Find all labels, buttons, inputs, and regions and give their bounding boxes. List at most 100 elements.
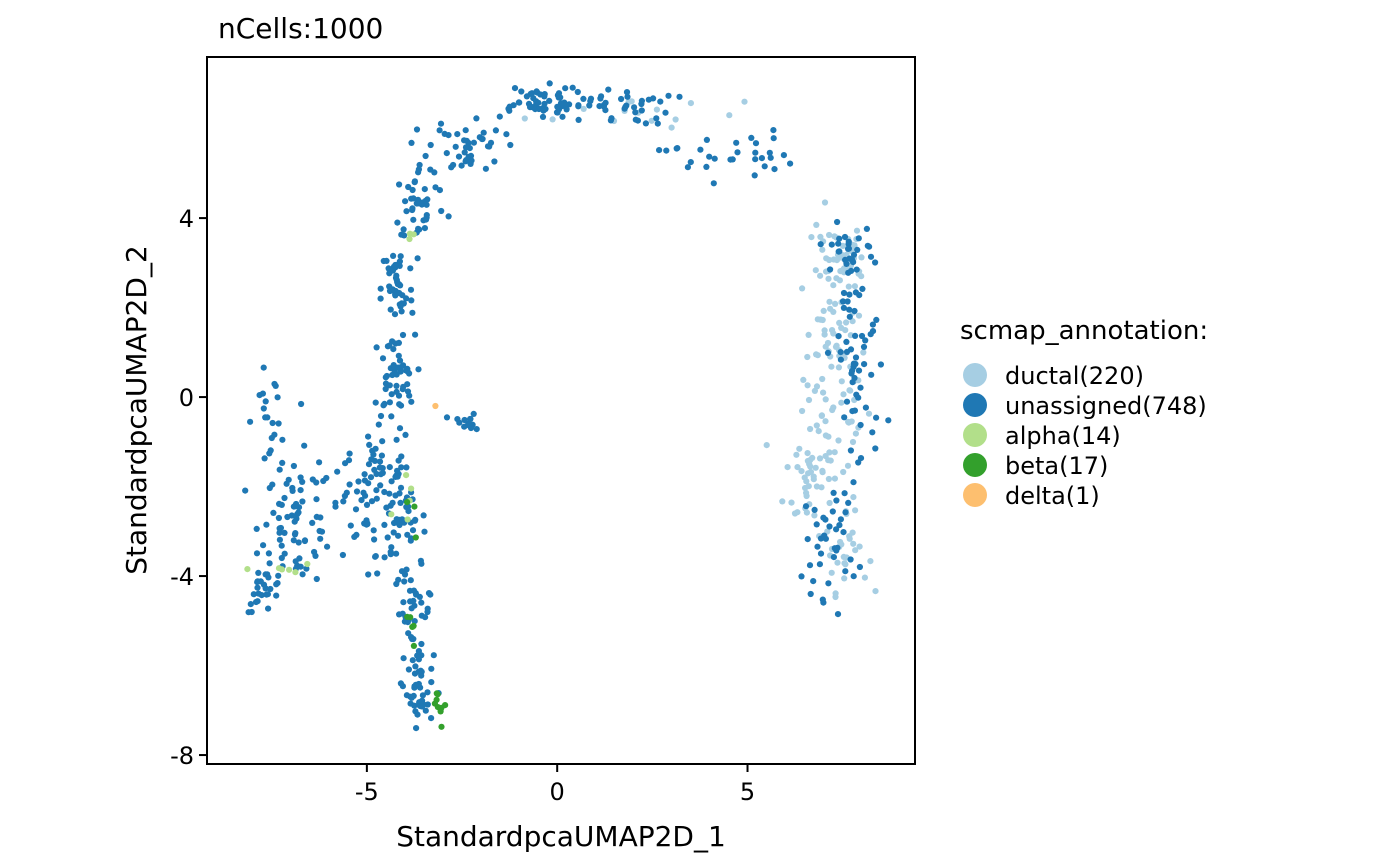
- data-point: [376, 464, 383, 471]
- data-point: [861, 574, 869, 581]
- data-point: [427, 166, 434, 173]
- data-point: [830, 330, 837, 337]
- data-point: [807, 590, 814, 598]
- data-point: [711, 155, 718, 162]
- data-point: [657, 98, 664, 105]
- data-point: [254, 584, 261, 591]
- data-point: [250, 591, 257, 598]
- data-point: [427, 141, 434, 149]
- data-point: [872, 588, 879, 595]
- data-point: [831, 475, 839, 482]
- data-point: [400, 226, 407, 233]
- legend-swatch: [963, 393, 987, 417]
- data-point: [382, 385, 389, 393]
- data-point: [458, 162, 465, 169]
- data-point: [332, 499, 339, 506]
- data-point: [546, 97, 553, 104]
- data-point: [452, 143, 459, 150]
- data-point: [346, 450, 353, 457]
- data-point: [284, 513, 291, 521]
- legend-label: alpha(14): [1005, 422, 1121, 450]
- data-point: [841, 575, 848, 582]
- data-point: [421, 528, 428, 535]
- data-point: [654, 120, 661, 127]
- data-point: [400, 383, 407, 390]
- data-point: [375, 421, 382, 428]
- data-point: [260, 542, 267, 549]
- data-point: [840, 304, 848, 311]
- data-point: [408, 634, 415, 641]
- data-point: [618, 95, 625, 103]
- data-point: [766, 149, 773, 156]
- data-point: [395, 339, 402, 346]
- data-point: [770, 127, 777, 134]
- data-point: [605, 86, 612, 93]
- data-point: [372, 399, 379, 406]
- data-point: [393, 382, 400, 389]
- data-point: [541, 93, 548, 100]
- data-point: [813, 221, 820, 228]
- data-point: [276, 466, 283, 473]
- data-point: [758, 155, 766, 162]
- data-point: [422, 707, 429, 714]
- data-point: [803, 509, 811, 516]
- data-point: [390, 252, 397, 259]
- data-point: [771, 166, 778, 173]
- data-point: [557, 94, 564, 101]
- data-point: [438, 207, 445, 215]
- data-point: [395, 392, 403, 399]
- data-point: [703, 163, 710, 170]
- series-2: [244, 230, 417, 576]
- data-point: [379, 438, 386, 445]
- data-point: [511, 85, 519, 92]
- data-point: [844, 298, 851, 305]
- data-point: [365, 433, 372, 440]
- data-point: [533, 88, 540, 95]
- data-point: [286, 566, 293, 573]
- data-point: [421, 186, 428, 193]
- data-point: [419, 692, 426, 699]
- data-point: [674, 145, 681, 152]
- data-point: [358, 497, 365, 504]
- x-axis-title: StandardpcaUMAP2D_1: [396, 820, 726, 853]
- data-point: [261, 455, 268, 462]
- data-point: [407, 537, 414, 544]
- data-point: [858, 254, 865, 261]
- data-point: [376, 458, 384, 465]
- data-point: [353, 488, 361, 495]
- data-point: [843, 319, 850, 326]
- data-point: [454, 131, 461, 138]
- data-point: [399, 516, 406, 523]
- data-point: [442, 702, 449, 709]
- data-point: [855, 312, 863, 319]
- data-point: [541, 100, 548, 107]
- data-point: [597, 95, 604, 102]
- data-point: [856, 563, 864, 571]
- data-point: [262, 398, 269, 405]
- data-point: [751, 172, 758, 179]
- data-point: [428, 715, 435, 722]
- data-point: [410, 597, 417, 605]
- data-point: [270, 509, 277, 516]
- legend-label: ductal(220): [1005, 362, 1144, 390]
- data-point: [313, 496, 320, 503]
- data-point: [407, 265, 414, 272]
- data-point: [297, 487, 304, 494]
- data-point: [388, 544, 395, 551]
- data-point: [367, 474, 375, 481]
- data-point: [400, 599, 407, 606]
- data-point: [845, 269, 852, 276]
- y-tick-label: 0: [179, 384, 194, 412]
- data-point: [468, 157, 475, 164]
- data-point: [847, 556, 854, 563]
- data-point: [819, 246, 826, 253]
- data-point: [403, 208, 410, 215]
- legend-item: unassigned(748): [963, 392, 1207, 420]
- data-point: [461, 149, 468, 156]
- data-point: [381, 488, 388, 496]
- data-point: [388, 478, 395, 485]
- data-point: [853, 266, 860, 273]
- data-point: [868, 371, 875, 378]
- data-point: [813, 383, 821, 390]
- data-point: [394, 473, 401, 480]
